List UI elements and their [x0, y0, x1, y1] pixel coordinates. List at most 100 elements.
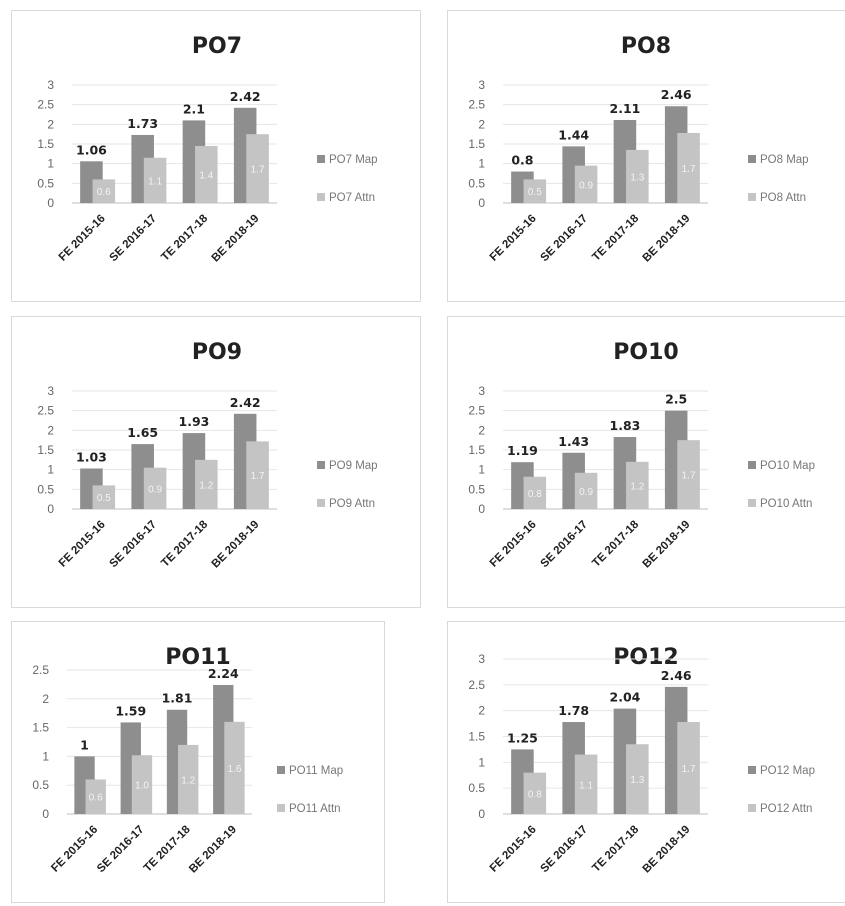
- data-label-map: 1.73: [127, 116, 158, 131]
- data-label-map: 1.83: [610, 418, 641, 433]
- y-tick-label: 1.5: [468, 730, 485, 744]
- x-tick-label: SE 2016-17: [95, 824, 146, 875]
- bar-attn: [92, 485, 116, 509]
- y-tick-label: 3: [47, 78, 54, 92]
- data-label-attn: 1.2: [181, 775, 195, 786]
- data-label-map: 1.25: [507, 730, 538, 745]
- x-tick-label: SE 2016-17: [539, 519, 590, 570]
- data-label-map: 2.11: [610, 101, 641, 116]
- y-tick-label: 0.5: [32, 778, 49, 792]
- y-tick-label: 1.5: [37, 137, 54, 151]
- legend-swatch: [277, 766, 285, 774]
- data-label-map: 1.43: [558, 434, 589, 449]
- data-label-map: 2.42: [230, 89, 261, 104]
- data-label-attn: 1.1: [579, 780, 593, 791]
- legend-swatch: [748, 804, 756, 812]
- y-tick-label: 0: [478, 807, 485, 821]
- chart-panel-po10: PO10 0 0.5 1 1.5 2 2.5 3 1.19 0.8 FE 2015-16 1.43 0.…: [447, 316, 845, 608]
- chart-title: PO11: [165, 645, 230, 670]
- data-label-map: 1.93: [179, 414, 210, 429]
- y-tick-label: 3: [478, 652, 485, 666]
- y-tick-label: 0.5: [37, 482, 54, 496]
- chart-panel-po9: PO9 0 0.5 1 1.5 2 2.5 3 1.03 0.5 FE 2015-16 1.65 0.9…: [11, 316, 421, 608]
- legend-label: PO11 Map: [289, 765, 343, 777]
- bar-attn: [246, 134, 269, 203]
- legend-swatch: [277, 804, 285, 812]
- y-tick-label: 0: [478, 502, 485, 516]
- chart-title: PO8: [621, 34, 671, 59]
- data-label-attn: 0.9: [579, 180, 593, 191]
- chart-title: PO9: [192, 340, 242, 365]
- x-tick-label: TE 2017-18: [159, 212, 210, 263]
- x-tick-label: BE 2018-19: [641, 213, 693, 265]
- legend-swatch: [748, 766, 756, 774]
- y-tick-label: 1.5: [37, 443, 54, 457]
- bar-attn: [224, 721, 245, 814]
- bar-attn: [85, 779, 106, 814]
- data-label-map: 1.03: [76, 449, 107, 464]
- data-label-attn: 1.7: [251, 471, 265, 482]
- chart-panel-po8: PO8 0 0.5 1 1.5 2 2.5 3 0.8 0.5 FE 2015-16 1.44 0.9 S…: [447, 10, 845, 302]
- y-tick-label: 3: [478, 78, 485, 92]
- data-label-attn: 1.3: [630, 775, 644, 786]
- y-tick-label: 3: [478, 384, 485, 398]
- legend-swatch: [317, 499, 325, 507]
- y-tick-label: 1.5: [468, 137, 485, 151]
- bar-attn: [92, 179, 116, 203]
- chart-svg: PO12 0 0.5 1 1.5 2 2.5 3 1.25 0.8 FE 2015-16 1.78 1.…: [468, 645, 815, 876]
- bar-attn: [523, 476, 547, 509]
- data-label-map: 1.44: [558, 127, 589, 142]
- x-tick-label: FE 2015-16: [488, 213, 539, 264]
- data-label-attn: 0.6: [89, 793, 103, 804]
- legend-label: PO12 Attn: [760, 803, 812, 815]
- x-tick-label: SE 2016-17: [108, 213, 159, 264]
- data-label-attn: 1.3: [630, 172, 644, 183]
- y-tick-label: 1.5: [32, 721, 49, 735]
- y-tick-label: 0.5: [468, 781, 485, 795]
- bar-attn: [677, 722, 700, 814]
- legend-label: PO8 Attn: [760, 192, 806, 204]
- y-tick-label: 2.5: [468, 404, 485, 418]
- x-tick-label: BE 2018-19: [210, 213, 262, 265]
- data-label-attn: 1.2: [630, 481, 644, 492]
- legend-label: PO8 Map: [760, 154, 809, 166]
- bar-attn: [574, 165, 598, 203]
- legend-swatch: [317, 461, 325, 469]
- bar-attn: [143, 157, 167, 203]
- x-tick-label: FE 2015-16: [488, 519, 539, 570]
- bar-attn: [523, 772, 547, 814]
- data-label-map: 2.1: [183, 101, 205, 116]
- data-label-attn: 1.7: [682, 471, 696, 482]
- legend-swatch: [748, 193, 756, 201]
- data-label-attn: 1.7: [682, 164, 696, 175]
- x-tick-label: TE 2017-18: [142, 823, 193, 874]
- y-tick-label: 0: [42, 807, 49, 821]
- bar-attn: [626, 149, 649, 203]
- legend-swatch: [317, 193, 325, 201]
- x-tick-label: TE 2017-18: [159, 518, 210, 569]
- x-tick-label: TE 2017-18: [590, 823, 641, 874]
- data-label-attn: 1.7: [251, 165, 265, 176]
- legend-label: PO7 Map: [329, 154, 378, 166]
- y-tick-label: 2.5: [32, 663, 49, 677]
- bar-attn: [143, 467, 167, 509]
- legend-label: PO7 Attn: [329, 192, 375, 204]
- bar-attn: [195, 459, 218, 509]
- data-label-map: 1.06: [76, 142, 107, 157]
- legend-label: PO9 Attn: [329, 498, 375, 510]
- x-tick-label: TE 2017-18: [590, 518, 641, 569]
- data-label-map: 1.78: [558, 703, 589, 718]
- y-tick-label: 0.5: [468, 176, 485, 190]
- data-label-attn: 0.9: [148, 484, 162, 495]
- x-tick-label: BE 2018-19: [641, 519, 693, 571]
- y-tick-label: 3: [47, 384, 54, 398]
- data-label-map: 0.8: [511, 153, 533, 168]
- y-tick-label: 2: [47, 117, 54, 131]
- legend-swatch: [748, 461, 756, 469]
- data-label-map: 2.24: [208, 666, 239, 681]
- x-tick-label: SE 2016-17: [539, 213, 590, 264]
- x-tick-label: FE 2015-16: [49, 824, 100, 875]
- data-label-map: 1.81: [162, 691, 193, 706]
- y-tick-label: 0: [47, 196, 54, 210]
- legend-label: PO9 Map: [329, 460, 378, 472]
